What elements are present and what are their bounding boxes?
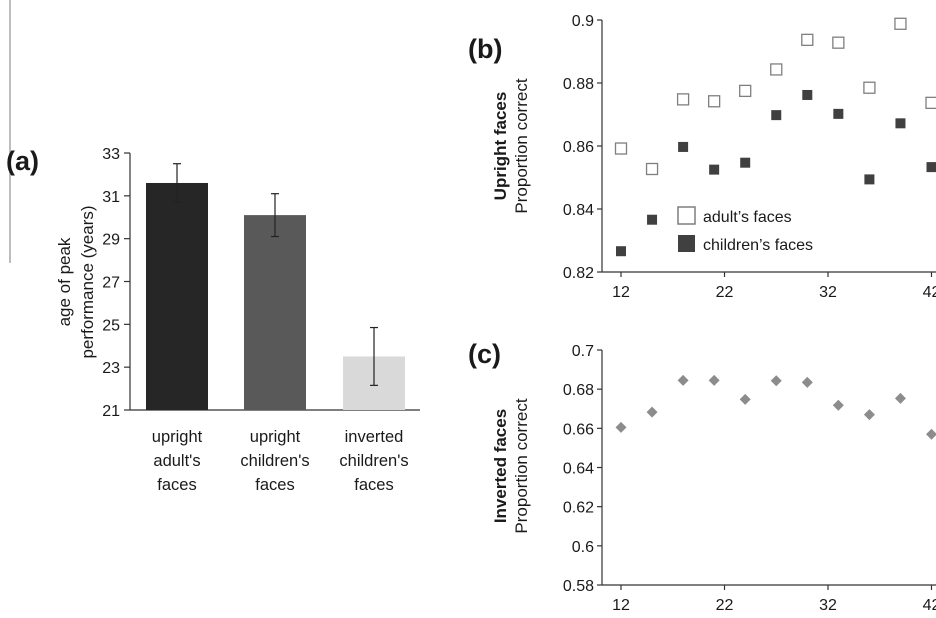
- panel-b-point-open-square: [925, 96, 936, 109]
- panel-b-y-tick-label: 0.84: [563, 202, 594, 219]
- panel-b-point-filled-square: [895, 118, 906, 129]
- panel-b-ylabel: Proportion correct: [512, 78, 531, 213]
- panel-b-point-open-square: [708, 95, 721, 108]
- panel-a-category-label: faces: [354, 476, 393, 494]
- panel-a-y-tick-label: 33: [102, 146, 120, 163]
- panel-b-x-tick-label: 22: [716, 284, 734, 301]
- panel-b-label: (b): [468, 34, 502, 64]
- panel-c-ylabel: Proportion correct: [512, 398, 531, 533]
- panel-b-x-tick-label: 12: [612, 284, 630, 301]
- panel-c-y-tick-label: 0.58: [563, 578, 594, 595]
- legend-open-square-icon: [677, 206, 696, 225]
- panel-c-y-tick-label: 0.68: [563, 382, 594, 399]
- panel-c-point-diamond: [832, 399, 844, 411]
- panel-a-ylabel-line1: age of peak: [55, 237, 74, 326]
- legend-adult-label: adult’s faces: [703, 209, 792, 226]
- panel-a-x-categories: upright adult's faces upright children's face…: [152, 428, 409, 494]
- panel-a-y-tick-label: 29: [102, 232, 120, 249]
- panel-b-point-filled-square: [647, 214, 658, 225]
- panel-b-point-filled-square: [864, 174, 875, 185]
- panel-c-point-diamond: [677, 374, 689, 386]
- panel-a-category-label: inverted: [345, 428, 404, 446]
- panel-a-category-label: faces: [157, 476, 196, 494]
- panel-c-y-tick-label: 0.6: [572, 539, 594, 556]
- panel-b-point-open-square: [676, 93, 690, 106]
- legend-children-label: children’s faces: [703, 237, 813, 254]
- panel-a-category-label: adult's: [153, 452, 200, 470]
- panel-b-point-filled-square: [616, 246, 626, 257]
- panel-a-category-label: upright: [250, 428, 301, 446]
- panel-c-x-tick-label: 12: [612, 597, 630, 614]
- panel-a-ylabel-line2: performance (years): [78, 205, 97, 358]
- panel-a-bars: [146, 163, 405, 410]
- panel-a-y-tick-label: 25: [102, 317, 120, 334]
- panel-b-point-open-square: [739, 84, 752, 98]
- panel-c-point-diamond: [615, 421, 627, 433]
- panel-c-axes: 0.580.60.620.640.660.680.7122232425262: [563, 343, 936, 614]
- panel-b-point-filled-square: [926, 162, 936, 173]
- panel-a-y-tick-label: 27: [102, 275, 120, 292]
- panel-b-legend: adult’s faces children’s faces: [677, 206, 813, 254]
- panel-b-x-tick-label: 42: [923, 284, 936, 301]
- legend-filled-square-icon: [678, 235, 695, 252]
- panel-a-bar: [146, 182, 208, 410]
- panel-a-y-tick-label: 23: [102, 360, 120, 377]
- panel-b-point-filled-square: [802, 89, 813, 100]
- panel-a-category-label: faces: [255, 476, 294, 494]
- panel-a-bar: [244, 215, 306, 410]
- panel-b-y-tick-label: 0.82: [563, 265, 594, 282]
- panel-b-point-open-square: [894, 17, 907, 30]
- panel-a-category-label: children's: [339, 452, 408, 470]
- panel-c-point-diamond: [708, 374, 720, 386]
- panel-a: (a) age of peak performance (years) 21 23…: [6, 146, 420, 494]
- panel-b-point-filled-square: [678, 141, 689, 152]
- panel-a-category-label: children's: [240, 452, 309, 470]
- panel-b-point-open-square: [801, 33, 814, 46]
- panel-c-point-diamond: [801, 376, 813, 388]
- panel-c-point-diamond: [770, 375, 782, 387]
- panel-b-points: [614, 17, 936, 257]
- panel-c-y-tick-label: 0.7: [572, 343, 594, 360]
- panel-a-y-tick-label: 31: [102, 189, 120, 206]
- panel-b: (b) Upright faces Proportion correct 0.8…: [468, 13, 936, 301]
- panel-c-y-tick-label: 0.62: [563, 500, 594, 517]
- panel-b-axes: 0.820.840.860.880.9122232425262: [563, 13, 936, 301]
- panel-b-point-filled-square: [740, 157, 751, 168]
- panel-a-y-tick-label: 21: [102, 403, 120, 420]
- panel-b-point-filled-square: [709, 164, 720, 175]
- panel-c-point-diamond: [894, 392, 906, 404]
- panel-b-point-open-square: [863, 81, 876, 94]
- panel-a-label: (a): [6, 146, 39, 176]
- panel-c-point-diamond: [926, 428, 936, 440]
- panel-c-points: [615, 374, 936, 440]
- panel-b-ylabel-bold: Upright faces: [491, 92, 510, 201]
- panel-c-x-tick-label: 42: [923, 597, 936, 614]
- panel-c-label: (c): [468, 339, 501, 369]
- panel-b-point-open-square: [614, 142, 628, 155]
- panel-c-x-tick-label: 32: [819, 597, 837, 614]
- panel-b-point-open-square: [645, 162, 659, 176]
- panel-c-point-diamond: [739, 393, 751, 405]
- panel-c-ylabel-bold: Inverted faces: [491, 409, 510, 523]
- panel-c-y-tick-label: 0.66: [563, 421, 594, 438]
- panel-c-point-diamond: [863, 409, 875, 421]
- panel-c-point-diamond: [646, 406, 658, 418]
- panel-a-category-label: upright: [152, 428, 203, 446]
- panel-b-point-filled-square: [771, 110, 782, 121]
- panel-c-x-tick-label: 22: [716, 597, 734, 614]
- panel-b-point-open-square: [770, 63, 783, 76]
- panel-b-y-tick-label: 0.9: [572, 13, 594, 30]
- panel-b-y-tick-label: 0.88: [563, 76, 594, 93]
- panel-b-point-open-square: [832, 36, 845, 49]
- panel-b-point-filled-square: [833, 108, 844, 119]
- panel-b-x-tick-label: 32: [819, 284, 837, 301]
- panel-c: (c) Inverted faces Proportion correct 0.…: [468, 339, 936, 614]
- panel-b-y-tick-label: 0.86: [563, 139, 594, 156]
- panel-c-y-tick-label: 0.64: [563, 461, 594, 478]
